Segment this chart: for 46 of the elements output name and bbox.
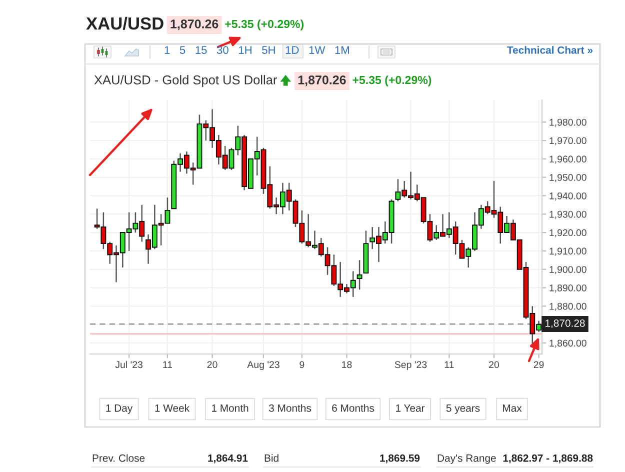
text: 1 Week xyxy=(155,404,190,412)
y-tick-label: 1,900.00 xyxy=(550,266,586,274)
y-tick-label: 1,890.00 xyxy=(550,284,586,293)
chart-title: XAU/USD - Gold Spot US Dollar xyxy=(94,75,277,87)
text: 3 Months xyxy=(268,404,312,412)
text: 1 Day xyxy=(106,404,133,414)
text: 1 5 15 30 1H 5H 1D 1W 1M xyxy=(164,46,349,54)
text: Prev. Close xyxy=(92,454,145,462)
y-tick-label: 1,960.00 xyxy=(550,156,586,164)
text: 1,870.26 xyxy=(170,20,218,30)
y-tick-label: 1,910.00 xyxy=(550,248,586,256)
text: +5.35 (+0.29%) xyxy=(225,20,304,30)
ref-line-label: 1,870.28 xyxy=(546,319,585,328)
x-tick-label: 11 xyxy=(163,361,172,368)
y-tick-label: 1,950.00 xyxy=(550,174,586,182)
text: 1,862.97 - 1,869.88 xyxy=(503,454,593,464)
text: 1 Month xyxy=(212,404,248,412)
text: 1,869.59 xyxy=(380,454,420,464)
x-tick-label: Aug '23 xyxy=(247,361,280,370)
text: 1,870.26 xyxy=(298,76,346,86)
text: 1 Year xyxy=(396,404,425,412)
text: Max xyxy=(503,404,522,412)
x-tick-label: 29 xyxy=(534,361,544,368)
y-tick-label: 1,940.00 xyxy=(550,192,586,200)
text: Technical Chart » xyxy=(507,46,593,54)
x-tick-label: Jul '23 xyxy=(115,360,143,368)
x-tick-label: 18 xyxy=(342,361,352,368)
y-tick-label: 1,880.00 xyxy=(550,302,586,311)
x-tick-label: 11 xyxy=(444,361,454,368)
y-tick-label: 1,860.00 xyxy=(550,340,586,348)
y-tick-label: 1,930.00 xyxy=(550,210,586,219)
text: Day's Range xyxy=(438,454,496,464)
y-tick-label: 1,970.00 xyxy=(550,137,586,146)
text: Bid xyxy=(264,454,278,462)
x-tick-label: Sep '23 xyxy=(394,361,427,370)
x-tick-label: 20 xyxy=(207,361,218,368)
x-tick-label: 9 xyxy=(300,361,304,368)
y-tick-label: 1,980.00 xyxy=(550,118,586,127)
x-tick-label: 20 xyxy=(489,361,500,368)
text: XAU/USD xyxy=(86,16,164,30)
y-tick-label: 1,920.00 xyxy=(550,229,586,238)
text: 6 Months xyxy=(332,404,374,412)
text: +5.35 (+0.29%) xyxy=(352,76,432,86)
text: 1,864.91 xyxy=(208,454,248,464)
candlestick xyxy=(356,260,362,290)
text: 5 years xyxy=(446,404,480,414)
